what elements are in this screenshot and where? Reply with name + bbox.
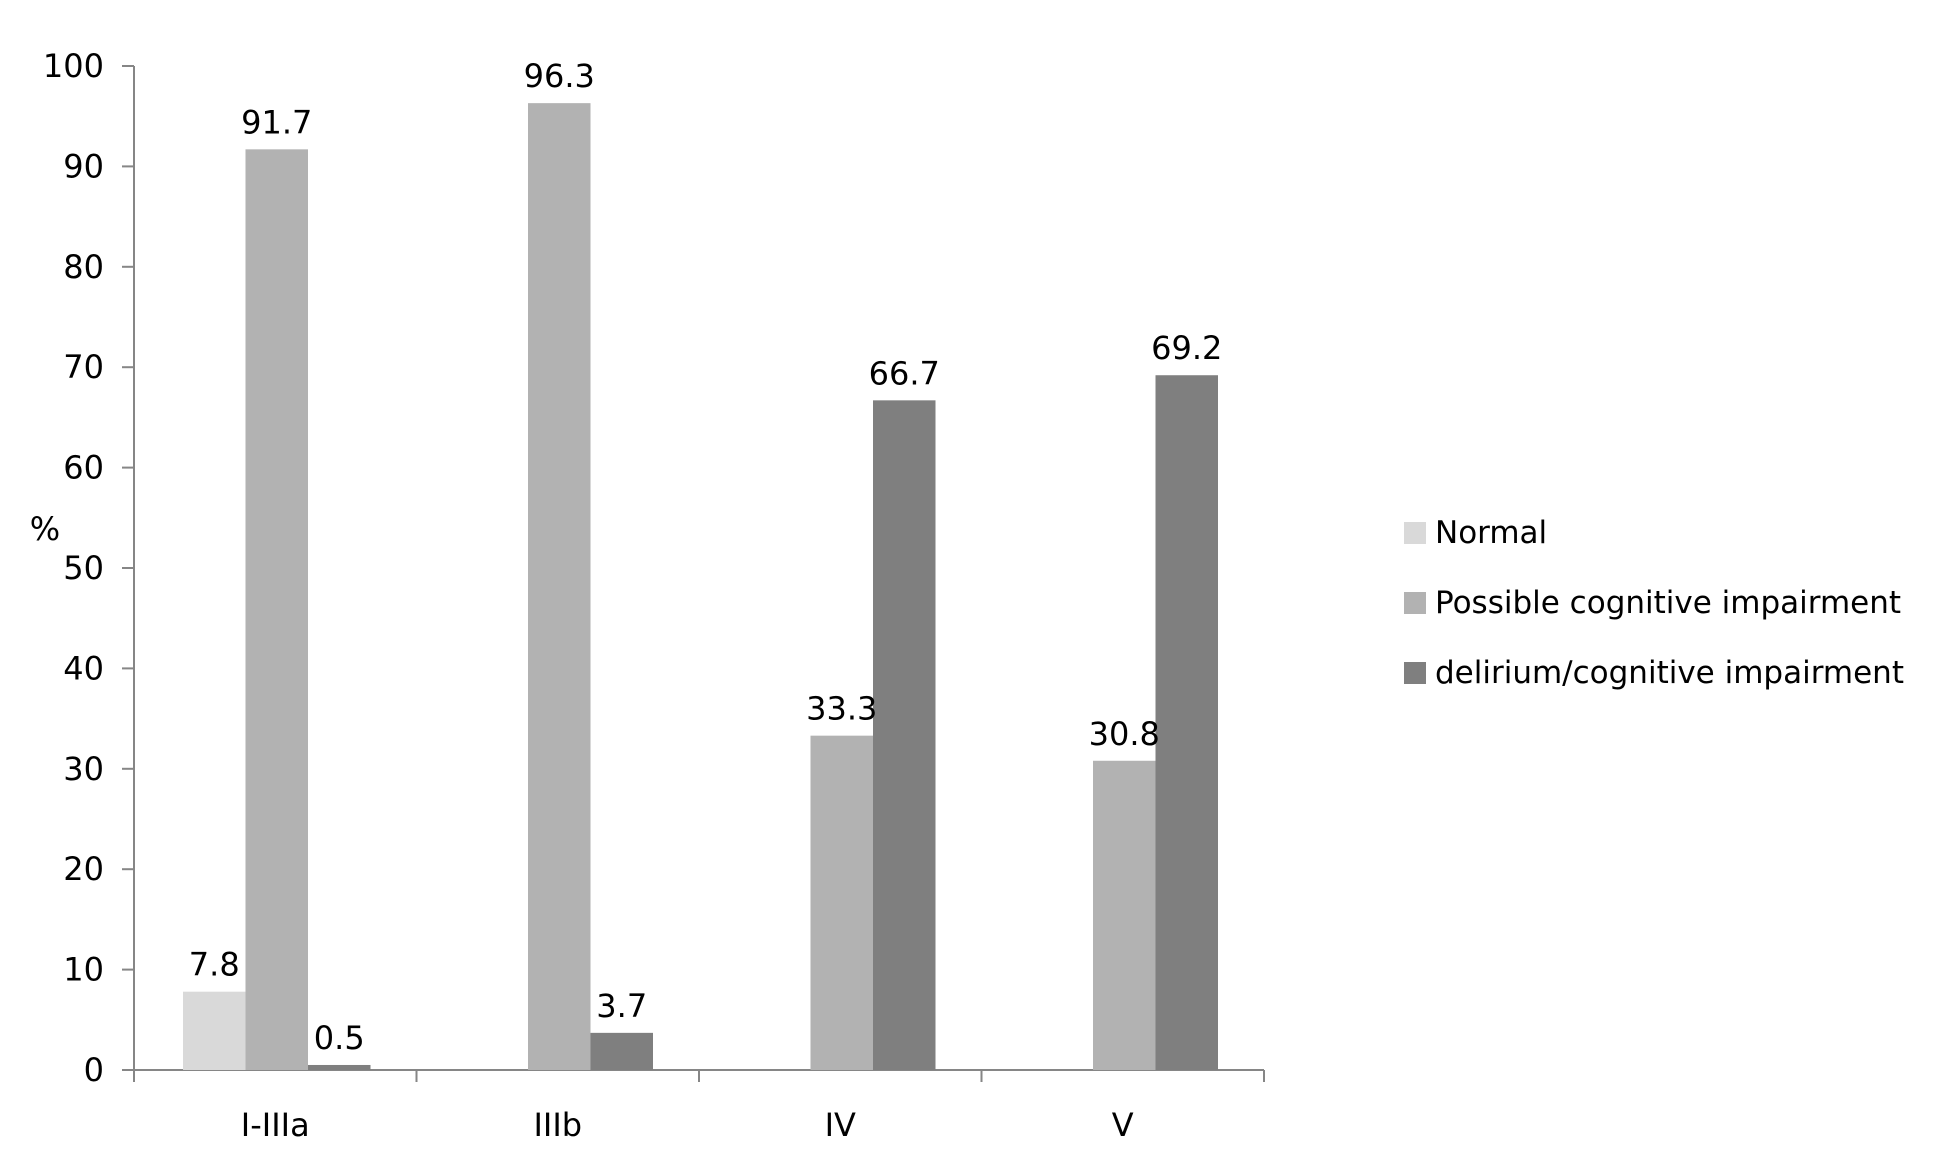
y-tick-label: 80 — [63, 248, 104, 286]
legend-swatch — [1404, 522, 1426, 544]
data-label: 33.3 — [806, 690, 877, 728]
x-tick-label: V — [1112, 1106, 1134, 1144]
x-tick-label: I-IIIa — [241, 1106, 310, 1144]
y-tick-label: 70 — [63, 348, 104, 386]
axes: 0 10 20 30 40 50 60 70 80 90 100% I-IIIa IIIb IV V — [30, 47, 1265, 1144]
data-label: 0.5 — [314, 1019, 365, 1057]
data-label: 69.2 — [1151, 329, 1222, 367]
y-tick-label: 20 — [63, 850, 104, 888]
bar-possible-cognitive-impairment-iiib — [528, 103, 591, 1070]
y-tick-label: 30 — [63, 750, 104, 788]
bar-delirium-cognitive-impairment-iv — [873, 400, 936, 1070]
data-label: 3.7 — [596, 987, 647, 1025]
bar-possible-cognitive-impairment-iv — [810, 735, 873, 1070]
bar-delirium-cognitive-impairment-v — [1155, 375, 1218, 1070]
legend-swatch — [1404, 592, 1426, 614]
legend-item: Normal — [1404, 498, 1904, 568]
bar-possible-cognitive-impairment-i-iiia — [245, 149, 308, 1070]
legend-label: delirium/cognitive impairment — [1435, 655, 1904, 691]
y-tick-label: 10 — [63, 951, 104, 989]
legend-swatch — [1404, 662, 1426, 684]
legend: Normal Possible cognitive impairment delir… — [1404, 498, 1904, 708]
y-tick-label: 100 — [43, 47, 104, 85]
data-labels: 7.8 91.7 0.5 96.3 3.7 33.3 66.7 30.8 69.2 — [189, 57, 1223, 1057]
bar-delirium-cognitive-impairment-iiib — [590, 1032, 653, 1070]
data-label: 91.7 — [241, 103, 312, 141]
bar-normal-i-iiia — [183, 991, 246, 1070]
y-tick-label: 40 — [63, 649, 104, 687]
y-axis-label: % — [30, 510, 60, 548]
bars — [183, 103, 1218, 1070]
y-tick-label: 0 — [84, 1051, 104, 1089]
x-tick-label: IIIb — [533, 1106, 582, 1144]
data-label: 30.8 — [1089, 715, 1160, 753]
y-tick-label: 90 — [63, 147, 104, 185]
legend-item: Possible cognitive impairment — [1404, 568, 1904, 638]
legend-label: Normal — [1435, 515, 1548, 551]
data-label: 96.3 — [524, 57, 595, 95]
y-tick-label: 50 — [63, 549, 104, 587]
x-tick-label: IV — [825, 1106, 856, 1144]
data-label: 7.8 — [189, 946, 240, 984]
bar-delirium-cognitive-impairment-i-iiia — [308, 1064, 371, 1070]
data-label: 66.7 — [869, 354, 940, 392]
y-tick-label: 60 — [63, 449, 104, 487]
legend-label: Possible cognitive impairment — [1435, 585, 1902, 621]
bar-possible-cognitive-impairment-v — [1093, 760, 1156, 1070]
legend-item: delirium/cognitive impairment — [1404, 638, 1904, 708]
